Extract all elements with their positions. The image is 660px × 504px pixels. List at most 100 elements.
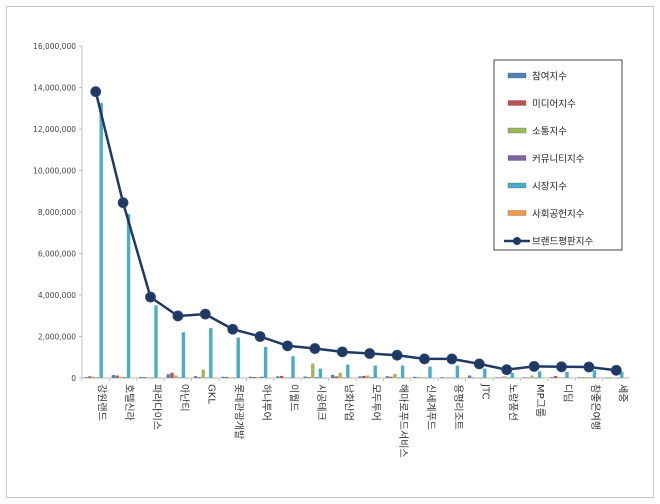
category-label: 모두투어: [370, 384, 382, 421]
bar-참여지수: [166, 374, 170, 378]
bar-시장지수: [373, 365, 377, 378]
y-tick-label: 4,000,000: [38, 291, 76, 300]
bar-커뮤니티지수: [369, 377, 374, 378]
bar-시장지수: [181, 332, 186, 378]
bar-시장지수: [263, 346, 268, 378]
legend-label: 미디어지수: [532, 99, 576, 110]
category-label: 하나투어: [260, 384, 273, 421]
bar-미디어지수: [581, 377, 585, 378]
bar-참여지수: [139, 376, 143, 378]
bar-소통지수: [311, 363, 315, 378]
bar-사회공헌지수: [459, 377, 463, 379]
category-label: 해마로푸드서비스: [397, 384, 410, 458]
bar-커뮤니티지수: [479, 377, 483, 379]
y-tick-label: 14,000,000: [33, 84, 76, 93]
bar-사회공헌지수: [404, 377, 409, 379]
category-label: 용평리조트: [452, 384, 464, 430]
bar-시장지수: [291, 356, 295, 378]
bar-소통지수: [256, 377, 260, 378]
bar-소통지수: [448, 377, 452, 378]
bar-시장지수: [592, 370, 597, 378]
bar-사회공헌지수: [212, 377, 217, 379]
bar-소통지수: [557, 377, 562, 378]
legend-swatch-marker: [513, 237, 521, 245]
y-tick-label: 10,000,000: [33, 167, 76, 176]
bar-참여지수: [385, 376, 390, 378]
bar-참여지수: [276, 376, 280, 378]
bar-커뮤니티지수: [287, 377, 291, 379]
category-label: 노랑풍선: [507, 384, 519, 421]
bar-시장지수: [537, 371, 542, 378]
category-label: 디딤: [562, 384, 574, 402]
line-point: [364, 348, 376, 359]
category-label: 롯데관광개발: [233, 384, 245, 439]
y-tick-label: 16,000,000: [33, 42, 76, 51]
bar-시장지수: [510, 372, 514, 378]
bar-참여지수: [495, 377, 499, 378]
bar-커뮤니티지수: [123, 377, 127, 378]
bar-참여지수: [440, 377, 444, 378]
line-point: [309, 343, 321, 354]
category-label: 호텔신라: [123, 384, 135, 421]
bar-참여지수: [330, 374, 335, 378]
bar-커뮤니티지수: [95, 377, 100, 378]
line-point: [199, 308, 211, 320]
bar-미디어지수: [88, 376, 92, 378]
bar-미디어지수: [608, 377, 613, 379]
bar-커뮤니티지수: [534, 377, 538, 379]
line-point: [419, 353, 430, 365]
bar-소통지수: [338, 372, 342, 378]
bar-사회공헌지수: [514, 377, 518, 379]
line-point: [90, 86, 102, 98]
bar-커뮤니티지수: [342, 377, 346, 379]
bar-사회공헌지수: [103, 377, 107, 379]
bar-소통지수: [146, 377, 151, 378]
bar-시장지수: [236, 337, 240, 378]
bar-참여지수: [358, 376, 362, 378]
bar-시장지수: [455, 365, 460, 378]
bar-참여지수: [248, 376, 253, 378]
bar-참여지수: [303, 376, 307, 378]
bar-소통지수: [420, 377, 425, 378]
bar-참여지수: [221, 376, 225, 378]
bar-커뮤니티지수: [588, 377, 593, 379]
line-point: [446, 353, 458, 365]
bar-참여지수: [193, 376, 198, 378]
line-point: [583, 361, 595, 373]
bar-사회공헌지수: [267, 377, 272, 379]
line-point: [254, 331, 266, 342]
line-point: [528, 360, 540, 372]
bar-소통지수: [283, 377, 288, 378]
bar-참여지수: [84, 377, 88, 378]
bar-미디어지수: [307, 377, 311, 378]
y-tick-label: 8,000,000: [38, 208, 76, 217]
category-label: 아난티: [178, 384, 190, 412]
bar-커뮤니티지수: [424, 377, 428, 379]
line-point: [336, 346, 348, 358]
bar-참여지수: [413, 376, 417, 378]
legend-label: 참여지수: [532, 71, 567, 83]
bar-사회공헌지수: [322, 377, 326, 379]
bar-미디어지수: [362, 375, 366, 378]
bar-커뮤니티지수: [397, 377, 401, 379]
line-point: [391, 349, 403, 361]
legend-swatch: [507, 155, 527, 161]
bar-사회공헌지수: [185, 377, 189, 379]
bar-시장지수: [209, 328, 213, 378]
bar-사회공헌지수: [295, 377, 299, 379]
line-point: [282, 340, 293, 352]
bar-소통지수: [393, 373, 397, 378]
bar-소통지수: [174, 375, 178, 378]
bar-사회공헌지수: [130, 377, 135, 379]
bar-소통지수: [228, 377, 233, 379]
bar-시장지수: [483, 368, 487, 378]
bar-소통지수: [530, 375, 534, 378]
legend-box: [493, 59, 623, 251]
legend-swatch: [507, 127, 527, 134]
bar-소통지수: [201, 369, 205, 378]
bar-소통지수: [91, 376, 96, 378]
category-label: JTC: [479, 383, 490, 399]
bar-미디어지수: [471, 377, 476, 379]
bar-소통지수: [612, 377, 616, 379]
bar-커뮤니티지수: [616, 377, 620, 379]
